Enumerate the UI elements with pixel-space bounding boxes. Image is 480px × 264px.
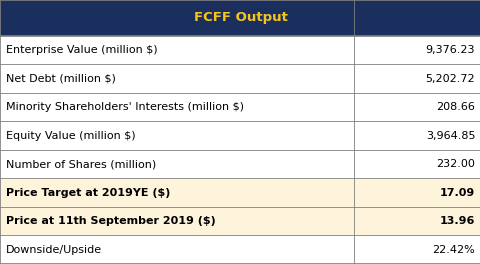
Text: 208.66: 208.66: [435, 102, 474, 112]
Bar: [353, 36, 480, 64]
Text: Minority Shareholders' Interests (million $): Minority Shareholders' Interests (millio…: [6, 102, 243, 112]
Bar: [0, 235, 353, 264]
Bar: [0, 0, 480, 36]
Text: Enterprise Value (million $): Enterprise Value (million $): [6, 45, 157, 55]
Text: 9,376.23: 9,376.23: [425, 45, 474, 55]
Bar: [353, 64, 480, 93]
Text: Equity Value (million $): Equity Value (million $): [6, 131, 135, 141]
Bar: [0, 121, 353, 150]
Bar: [0, 207, 353, 235]
Text: Price at 11th September 2019 ($): Price at 11th September 2019 ($): [6, 216, 215, 226]
Bar: [353, 178, 480, 207]
Bar: [0, 64, 353, 93]
Bar: [0, 178, 353, 207]
Text: 17.09: 17.09: [439, 188, 474, 198]
Bar: [0, 150, 353, 178]
Bar: [0, 93, 353, 121]
Bar: [353, 235, 480, 264]
Text: Downside/Upside: Downside/Upside: [6, 245, 102, 255]
Text: Number of Shares (million): Number of Shares (million): [6, 159, 156, 169]
Bar: [0, 36, 353, 64]
Bar: [353, 150, 480, 178]
Text: Net Debt (million $): Net Debt (million $): [6, 74, 115, 84]
Text: FCFF Output: FCFF Output: [193, 11, 287, 25]
Text: 3,964.85: 3,964.85: [425, 131, 474, 141]
Text: 13.96: 13.96: [439, 216, 474, 226]
Bar: [353, 93, 480, 121]
Text: 5,202.72: 5,202.72: [425, 74, 474, 84]
Text: 232.00: 232.00: [435, 159, 474, 169]
Text: 22.42%: 22.42%: [432, 245, 474, 255]
Bar: [353, 121, 480, 150]
Bar: [353, 207, 480, 235]
Text: Price Target at 2019YE ($): Price Target at 2019YE ($): [6, 188, 170, 198]
